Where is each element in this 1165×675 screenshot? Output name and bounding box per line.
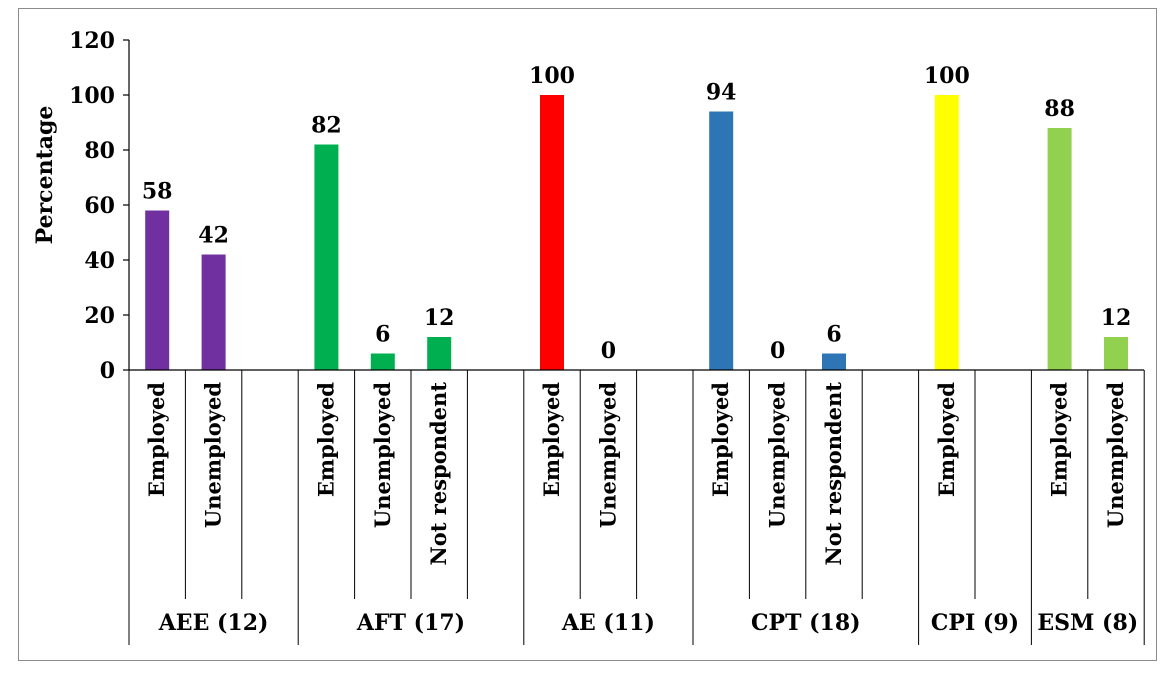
data-label: 58: [142, 179, 173, 205]
group-label: CPI (9): [931, 610, 1019, 636]
y-axis-title: Percentage: [32, 106, 58, 245]
labels-layer: 02040608010012058Employed42UnemployedAEE…: [69, 28, 1138, 636]
group-label: ESM (8): [1037, 610, 1138, 636]
bar: [540, 95, 564, 370]
category-label: Employed: [144, 382, 169, 497]
group-label: CPT (18): [751, 610, 861, 636]
chart-frame: [18, 8, 1157, 661]
category-label: Unemployed: [595, 382, 620, 528]
category-label: Employed: [708, 382, 733, 497]
category-label: Employed: [1047, 382, 1072, 497]
axes-layer: [123, 39, 1145, 645]
bar: [201, 254, 226, 370]
data-label: 100: [924, 63, 970, 89]
category-label: Unemployed: [765, 382, 790, 528]
bars-layer: [145, 95, 1128, 370]
data-label: 0: [601, 338, 616, 364]
bar: [314, 144, 339, 370]
y-tick-label: 40: [84, 248, 115, 274]
y-tick-label: 120: [69, 28, 115, 54]
y-tick-label: 80: [84, 138, 115, 164]
bar: [145, 210, 170, 370]
bar: [822, 353, 846, 370]
data-label: 6: [826, 322, 841, 348]
category-label: Employed: [313, 382, 338, 497]
y-tick-label: 20: [84, 303, 115, 329]
y-tick-label: 60: [84, 193, 115, 219]
y-tick-label: 0: [100, 358, 115, 384]
group-label: AE (11): [561, 610, 655, 636]
category-label: Employed: [934, 382, 959, 497]
data-label: 12: [1101, 305, 1132, 331]
bar: [1047, 128, 1072, 370]
bar: [934, 95, 959, 370]
data-label: 12: [424, 305, 455, 331]
data-label: 100: [529, 63, 575, 89]
y-tick-label: 100: [69, 83, 115, 109]
category-label: Not respondent: [426, 382, 451, 566]
bar: [709, 111, 734, 370]
bar: [427, 337, 452, 370]
data-label: 6: [375, 322, 390, 348]
data-label: 94: [706, 80, 737, 106]
category-label: Unemployed: [370, 382, 395, 528]
bar: [370, 353, 395, 370]
data-label: 0: [770, 338, 785, 364]
data-label: 88: [1044, 96, 1075, 122]
data-label: 42: [198, 223, 229, 249]
bar: [1104, 337, 1128, 370]
category-label: Unemployed: [1103, 382, 1128, 528]
group-label: AFT (17): [356, 610, 465, 636]
category-label: Not respondent: [821, 382, 846, 566]
data-label: 82: [311, 113, 342, 139]
group-label: AEE (12): [158, 610, 269, 636]
category-label: Unemployed: [201, 382, 226, 528]
category-label: Employed: [539, 382, 564, 497]
